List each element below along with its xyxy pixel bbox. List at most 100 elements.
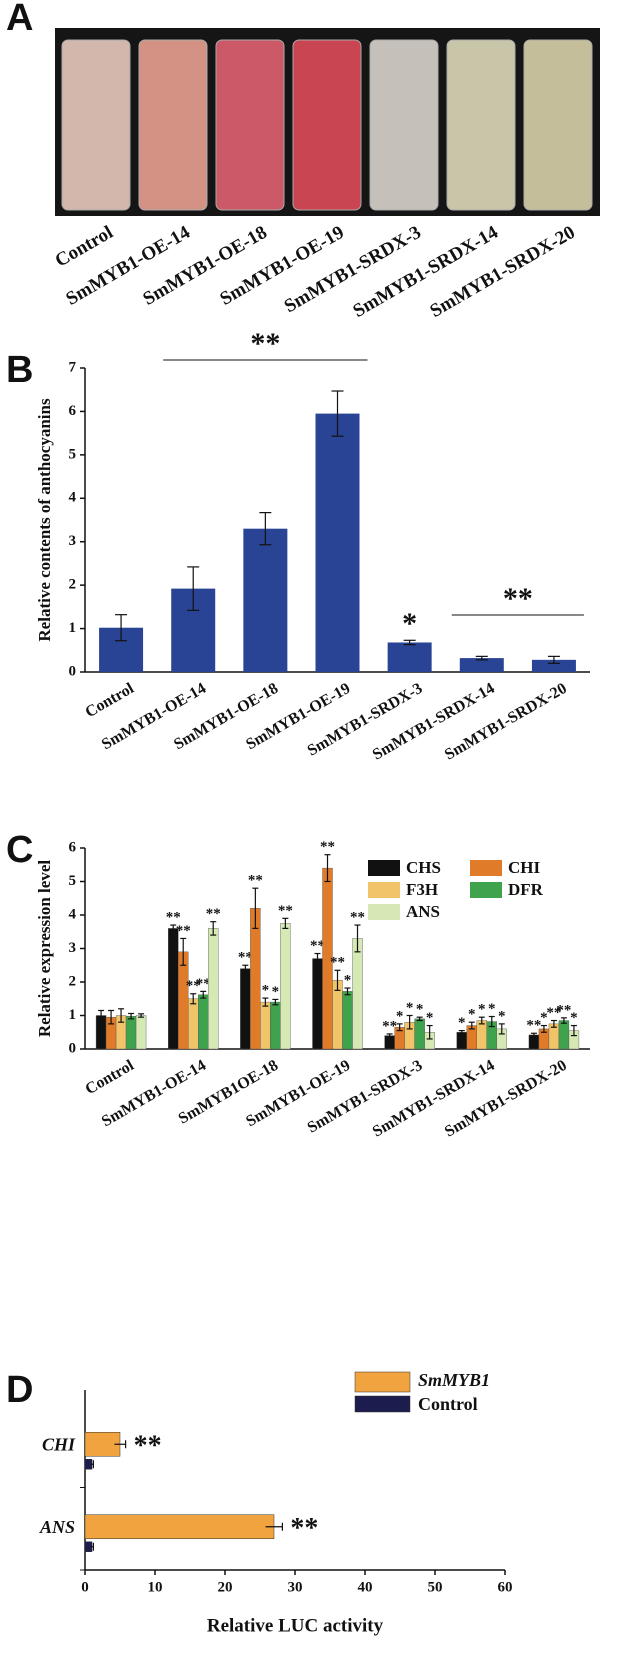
legend-swatch bbox=[470, 860, 502, 876]
significance: ** bbox=[196, 976, 211, 992]
significance: ** bbox=[248, 873, 263, 889]
legend-swatch bbox=[368, 904, 400, 920]
significance: * bbox=[406, 1000, 414, 1016]
y-tick-label: 3 bbox=[69, 940, 77, 956]
panel-letter: A bbox=[6, 0, 33, 39]
significance: ** bbox=[206, 906, 221, 922]
legend-label: F3H bbox=[406, 880, 438, 899]
significance: * bbox=[426, 1010, 434, 1026]
bar bbox=[188, 998, 199, 1050]
bar bbox=[260, 1001, 271, 1050]
legend-label: ANS bbox=[406, 902, 440, 921]
significance: * bbox=[478, 1002, 486, 1018]
bar bbox=[531, 659, 576, 672]
x-tick-label: 0 bbox=[81, 1579, 89, 1595]
y-axis-title: Relative expression level bbox=[35, 860, 54, 1037]
y-tick-label: 2 bbox=[69, 577, 77, 593]
significance: ** bbox=[238, 950, 253, 966]
legend-label: SmMYB1 bbox=[418, 1370, 490, 1390]
bar bbox=[168, 928, 179, 1050]
bar bbox=[387, 642, 432, 672]
bar bbox=[84, 1432, 121, 1457]
x-axis-title: Relative LUC activity bbox=[207, 1615, 384, 1636]
significance: * bbox=[396, 1008, 404, 1024]
x-tick-label: 30 bbox=[288, 1579, 303, 1595]
y-tick-label: 5 bbox=[69, 446, 77, 462]
x-tick-label: 50 bbox=[428, 1579, 443, 1595]
bar bbox=[270, 1001, 281, 1050]
legend-swatch bbox=[368, 882, 400, 898]
bar bbox=[178, 951, 189, 1050]
bar bbox=[342, 991, 353, 1050]
legend-label: Control bbox=[418, 1394, 478, 1414]
legend-swatch bbox=[354, 1395, 411, 1413]
bar bbox=[312, 958, 323, 1050]
bar bbox=[280, 923, 291, 1050]
bar bbox=[125, 1015, 137, 1050]
significance: ** bbox=[310, 938, 325, 954]
vial-label: SmMYB1-SRDX-14 bbox=[349, 222, 502, 322]
significance: ** bbox=[134, 1431, 162, 1462]
legend-swatch bbox=[368, 860, 400, 876]
significance: ** bbox=[330, 955, 345, 971]
y-tick-label: 3 bbox=[69, 533, 77, 549]
legend-label: CHI bbox=[508, 858, 541, 877]
y-axis-title: Relative contents of anthocyanins bbox=[35, 398, 54, 642]
significance: ** bbox=[176, 923, 191, 939]
significance: ** bbox=[526, 1018, 541, 1034]
significance: ** bbox=[556, 1002, 571, 1018]
y-tick-label: ANS bbox=[39, 1517, 75, 1537]
x-tick-label: Control bbox=[82, 680, 137, 722]
y-tick-label: 4 bbox=[69, 906, 77, 922]
y-tick-label: 1 bbox=[69, 1007, 77, 1023]
bar bbox=[250, 908, 261, 1050]
x-tick-label: 10 bbox=[148, 1579, 163, 1595]
bar bbox=[558, 1020, 570, 1050]
x-tick-label: SmMYB1-SRDX-14 bbox=[370, 680, 498, 764]
significance: * bbox=[468, 1007, 476, 1023]
x-tick-label: 40 bbox=[358, 1579, 373, 1595]
significance: * bbox=[416, 1002, 424, 1018]
significance: * bbox=[458, 1015, 466, 1031]
significance: * bbox=[262, 983, 270, 999]
bar bbox=[456, 1032, 467, 1050]
panel-letter: C bbox=[6, 829, 33, 871]
bar bbox=[240, 968, 251, 1050]
significance: * bbox=[540, 1010, 548, 1026]
legend-label: CHS bbox=[406, 858, 441, 877]
bar bbox=[243, 528, 288, 672]
bar bbox=[198, 994, 209, 1050]
panel-letter: B bbox=[6, 349, 33, 391]
y-tick-label: 1 bbox=[69, 620, 77, 636]
significance: ** bbox=[290, 1513, 318, 1544]
significance: ** bbox=[320, 839, 335, 855]
y-tick-label: 4 bbox=[69, 490, 77, 506]
significance: * bbox=[402, 607, 417, 640]
y-tick-label: CHI bbox=[42, 1434, 76, 1454]
x-tick-label: SmMYB1-SRDX-20 bbox=[442, 1057, 570, 1141]
panel-letter: D bbox=[6, 1369, 33, 1411]
significance: ** bbox=[382, 1018, 397, 1034]
x-tick-label: SmMYB1-SRDX-20 bbox=[442, 680, 570, 764]
significance: ** bbox=[278, 903, 293, 919]
bar bbox=[208, 928, 219, 1050]
bar bbox=[135, 1015, 147, 1050]
legend-swatch bbox=[470, 882, 502, 898]
y-tick-label: 7 bbox=[69, 359, 77, 375]
x-tick-label: Control bbox=[82, 1057, 137, 1099]
significance: ** bbox=[166, 909, 181, 925]
significance: * bbox=[272, 984, 280, 1000]
x-tick-label: SmMYB1-SRDX-14 bbox=[370, 1057, 498, 1141]
panel-a-photo bbox=[55, 28, 600, 216]
bar bbox=[315, 413, 360, 672]
legend-label: DFR bbox=[508, 880, 544, 899]
significance: ** bbox=[546, 1005, 561, 1021]
vial-label: SmMYB1-SRDX-20 bbox=[426, 222, 578, 322]
significance: * bbox=[488, 1001, 496, 1017]
significance: * bbox=[570, 1010, 578, 1026]
y-tick-label: 0 bbox=[69, 1040, 77, 1056]
y-tick-label: 6 bbox=[69, 839, 77, 855]
x-tick-label: 20 bbox=[218, 1579, 233, 1595]
bar bbox=[84, 1514, 275, 1539]
